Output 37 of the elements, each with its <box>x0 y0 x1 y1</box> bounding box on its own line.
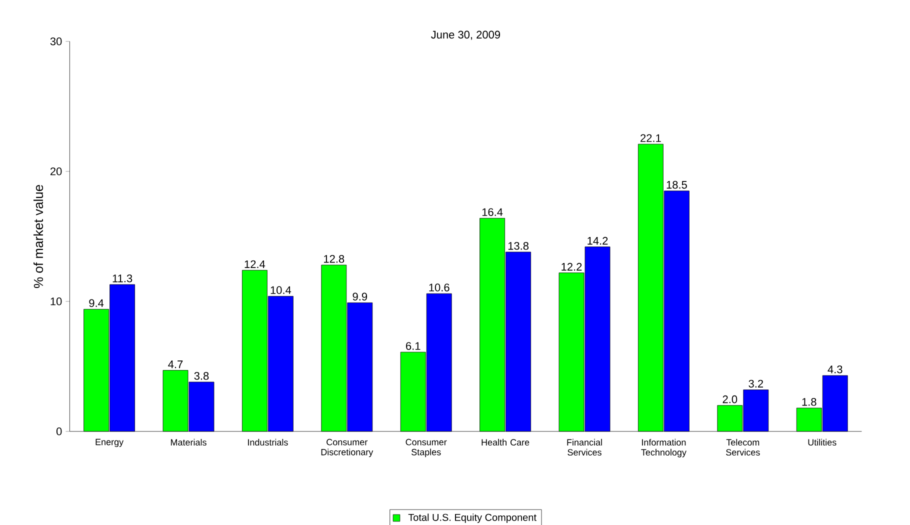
data-label: 16.4 <box>482 208 503 216</box>
x-tick-label: Consumer Staples <box>406 438 447 458</box>
data-label: 12.4 <box>244 260 266 268</box>
x-tick-label: Consumer Discretionary <box>321 438 374 458</box>
data-label: 4.7 <box>168 360 183 368</box>
data-label: 2.0 <box>722 395 738 404</box>
data-label: 11.3 <box>112 274 132 282</box>
data-label: 9.4 <box>89 299 104 308</box>
y-tick-label: 20 <box>50 168 62 176</box>
legend-label: Total U.S. Equity Component <box>408 514 536 523</box>
data-label: 9.9 <box>352 292 368 301</box>
y-tick-label: 0 <box>56 428 62 436</box>
data-label: 12.8 <box>324 255 344 263</box>
y-axis-title: % of market value <box>34 184 44 288</box>
data-label: 1.8 <box>802 398 816 406</box>
x-tick-label: Energy <box>96 438 124 447</box>
x-tick-label: Health Care <box>482 438 530 446</box>
data-label: 22.1 <box>640 134 661 142</box>
data-label: 4.3 <box>828 366 842 374</box>
y-tick-label: 10 <box>50 298 62 306</box>
x-tick-label: Materials <box>170 438 206 446</box>
x-tick-label: Information Technology <box>641 438 686 458</box>
x-tick-label: Telecom Services <box>726 438 760 456</box>
x-tick-label: Financial Services <box>567 438 602 456</box>
data-label: 10.4 <box>270 286 292 294</box>
data-label: 13.8 <box>508 242 529 250</box>
data-label: 12.2 <box>562 262 582 271</box>
y-tick-label: 30 <box>50 38 62 46</box>
data-label: 3.8 <box>194 372 209 380</box>
data-label: 6.1 <box>406 342 420 350</box>
data-label: 14.2 <box>588 236 608 245</box>
data-label: 10.6 <box>429 284 450 292</box>
x-tick-label: Industrials <box>248 438 288 446</box>
data-label: 18.5 <box>666 180 687 189</box>
data-label: 3.2 <box>748 380 764 388</box>
chart-title: June 30, 2009 <box>431 30 500 40</box>
x-tick-label: Utilities <box>808 438 836 446</box>
